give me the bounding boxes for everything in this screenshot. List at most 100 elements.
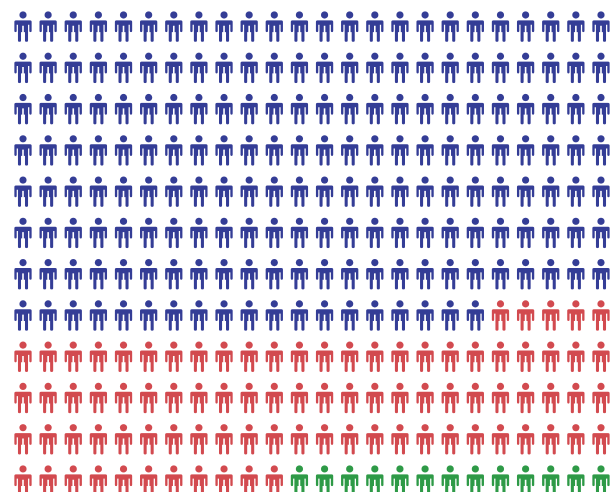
person-icon-series-2 [215, 382, 233, 414]
person-icon-series-1 [416, 11, 434, 42]
person-icon-series-2 [542, 382, 560, 414]
person-icon-series-1 [315, 135, 334, 166]
person-icon-series-1 [466, 176, 484, 207]
person-icon-series-2 [516, 382, 535, 414]
person-icon-series-1 [315, 300, 334, 331]
person-icon-series-1 [592, 135, 610, 166]
person-icon-series-2 [165, 341, 183, 372]
person-icon-series-1 [516, 93, 535, 125]
person-icon-series-2 [567, 424, 585, 455]
person-icon-series-1 [140, 52, 158, 84]
person-icon-series-1 [114, 259, 133, 290]
person-icon-series-1 [89, 176, 108, 207]
person-icon-series-2 [366, 341, 384, 372]
person-icon-series-1 [64, 11, 82, 42]
person-icon-series-2 [165, 465, 183, 492]
person-icon-series-2 [341, 424, 359, 455]
person-icon-series-2 [140, 465, 158, 492]
person-icon-series-1 [366, 217, 384, 249]
person-icon-series-2 [391, 382, 409, 414]
person-icon-series-2 [542, 424, 560, 455]
person-icon-series-2 [466, 424, 484, 455]
person-icon-series-1 [315, 11, 334, 42]
person-icon-series-1 [114, 135, 133, 166]
person-icon-series-3 [416, 465, 434, 492]
person-icon-series-1 [265, 93, 283, 125]
person-icon-series-1 [341, 93, 359, 125]
person-icon-series-2 [567, 341, 585, 372]
person-icon-series-1 [265, 52, 283, 84]
person-icon-series-2 [366, 382, 384, 414]
person-icon-series-1 [592, 259, 610, 290]
person-icon-series-1 [491, 259, 510, 290]
person-icon-series-2 [290, 424, 309, 455]
person-icon-series-1 [542, 52, 560, 84]
person-icon-series-1 [114, 217, 133, 249]
person-icon-series-1 [64, 217, 82, 249]
person-icon-series-2 [491, 424, 510, 455]
person-icon-series-1 [290, 259, 309, 290]
person-icon-series-1 [14, 135, 32, 166]
person-icon-series-2 [391, 341, 409, 372]
person-icon-series-1 [366, 11, 384, 42]
person-icon-series-2 [466, 341, 484, 372]
person-icon-series-1 [466, 52, 484, 84]
person-icon-series-1 [567, 176, 585, 207]
person-icon-series-1 [416, 300, 434, 331]
person-icon-series-1 [441, 176, 459, 207]
person-icon-series-1 [64, 93, 82, 125]
person-icon-series-1 [140, 93, 158, 125]
person-icon-series-2 [567, 300, 585, 331]
person-icon-series-1 [441, 217, 459, 249]
person-icon-series-2 [391, 424, 409, 455]
person-icon-series-1 [215, 135, 233, 166]
person-icon-series-2 [265, 465, 283, 492]
person-icon-series-1 [341, 217, 359, 249]
person-icon-series-2 [567, 382, 585, 414]
person-icon-series-1 [114, 52, 133, 84]
person-icon-series-2 [39, 424, 57, 455]
person-icon-series-1 [89, 259, 108, 290]
person-icon-series-2 [491, 341, 510, 372]
person-icon-series-1 [315, 259, 334, 290]
person-icon-series-1 [140, 217, 158, 249]
person-icon-series-1 [391, 93, 409, 125]
person-icon-series-1 [341, 135, 359, 166]
person-icon-series-2 [516, 341, 535, 372]
person-icon-series-1 [516, 217, 535, 249]
person-icon-series-1 [466, 93, 484, 125]
person-icon-series-1 [140, 135, 158, 166]
person-icon-series-1 [315, 52, 334, 84]
person-icon-series-1 [516, 52, 535, 84]
person-icon-series-2 [140, 341, 158, 372]
person-icon-series-1 [542, 259, 560, 290]
person-icon-series-2 [215, 465, 233, 492]
person-icon-series-1 [491, 11, 510, 42]
person-icon-series-1 [567, 217, 585, 249]
person-icon-series-1 [190, 93, 208, 125]
person-icon-series-3 [567, 465, 585, 492]
person-icon-series-1 [114, 176, 133, 207]
person-icon-series-3 [542, 465, 560, 492]
person-icon-series-1 [341, 52, 359, 84]
person-icon-series-2 [290, 382, 309, 414]
person-icon-series-1 [416, 217, 434, 249]
person-icon-series-1 [215, 52, 233, 84]
person-icon-series-2 [140, 382, 158, 414]
person-icon-series-1 [341, 176, 359, 207]
person-icon-series-1 [315, 217, 334, 249]
person-icon-series-1 [416, 135, 434, 166]
person-icon-series-2 [240, 341, 258, 372]
person-icon-series-1 [466, 259, 484, 290]
person-icon-series-1 [39, 300, 57, 331]
person-icon-series-1 [165, 11, 183, 42]
person-icon-series-2 [39, 465, 57, 492]
person-icon-series-1 [39, 176, 57, 207]
person-icon-series-1 [89, 52, 108, 84]
person-icon-series-2 [416, 424, 434, 455]
person-icon-series-1 [516, 176, 535, 207]
person-icon-series-1 [14, 11, 32, 42]
person-icon-series-1 [366, 93, 384, 125]
person-icon-series-1 [190, 176, 208, 207]
